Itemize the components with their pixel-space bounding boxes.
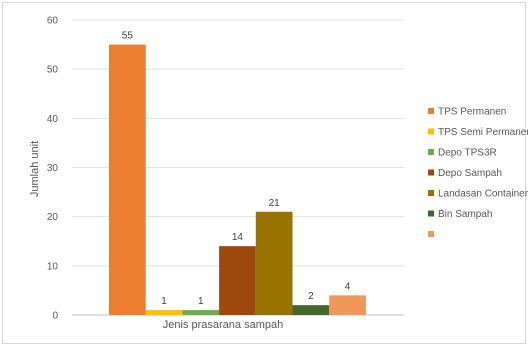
legend-label: TPS Semi Permanen xyxy=(438,127,528,138)
y-tick-label: 40 xyxy=(47,114,59,125)
data-label: 2 xyxy=(308,291,314,302)
bar xyxy=(146,310,183,315)
data-label: 1 xyxy=(198,296,204,307)
legend-label: TPS Permanen xyxy=(438,107,506,118)
bar xyxy=(109,45,146,315)
data-label: 55 xyxy=(122,31,134,42)
legend-swatch xyxy=(428,149,434,155)
bar xyxy=(329,295,366,315)
legend-swatch xyxy=(428,170,434,176)
bar xyxy=(256,212,293,315)
y-tick-label: 10 xyxy=(47,261,59,272)
legend-swatch xyxy=(428,108,434,114)
bars xyxy=(109,45,366,315)
legend: TPS Permanen TPS Semi Permanen Depo TPS3R D… xyxy=(428,107,528,238)
data-label: 21 xyxy=(269,198,281,209)
x-axis-title: Jenis prasarana sampah xyxy=(163,319,283,331)
legend-swatch xyxy=(428,190,434,196)
y-tick-label: 60 xyxy=(47,16,59,27)
y-tick-label: 0 xyxy=(52,311,58,322)
legend-label: Depo TPS3R xyxy=(438,148,497,159)
y-tick-label: 30 xyxy=(47,163,59,174)
bar xyxy=(219,246,256,315)
bar xyxy=(293,305,330,315)
y-tick-labels: 0 10 20 30 40 50 60 xyxy=(47,16,59,322)
data-label: 4 xyxy=(345,281,351,292)
legend-label: Depo Sampah xyxy=(438,168,502,179)
legend-label: Landasan Container xyxy=(438,189,528,200)
legend-swatch xyxy=(428,211,434,217)
bar xyxy=(182,310,219,315)
y-tick-label: 50 xyxy=(47,65,59,76)
legend-label: Bin Sampah xyxy=(438,209,492,220)
y-tick-label: 20 xyxy=(47,212,59,223)
legend-swatch xyxy=(428,129,434,135)
y-axis-title: Jumlah unit xyxy=(29,141,41,197)
legend-swatch xyxy=(428,231,434,237)
data-label: 14 xyxy=(232,232,244,243)
data-label: 1 xyxy=(161,296,167,307)
